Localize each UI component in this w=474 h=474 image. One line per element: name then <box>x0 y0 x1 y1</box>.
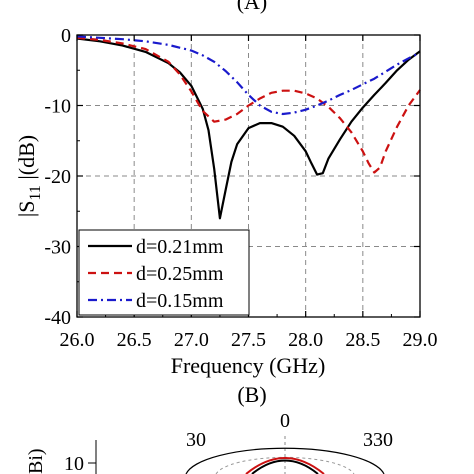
y-axis-label-main: |S <box>14 201 39 218</box>
x-tick-label: 26.0 <box>60 329 95 351</box>
legend-items: d=0.21mm d=0.25mm d=0.15mm <box>88 236 224 312</box>
y-tick-label: 0 <box>61 25 71 47</box>
tick-labels: 26.0 26.5 27.0 27.5 28.0 28.5 29.0 0 -10 -20 -30 -4… <box>44 25 437 351</box>
polar-pattern-red <box>245 457 325 474</box>
legend-label: d=0.21mm <box>136 236 224 258</box>
panel-b-label: (B) <box>237 382 266 407</box>
polar-angle-label-0: 0 <box>280 410 290 432</box>
polar-y-label-fragment: Bi) <box>25 448 47 474</box>
legend-label: d=0.15mm <box>136 290 224 312</box>
y-tick-label: -20 <box>44 166 71 188</box>
x-tick-label: 28.5 <box>345 329 380 351</box>
panel-a-label: (A) <box>237 0 268 14</box>
svg-text:|S11 |(dB): |S11 |(dB) <box>14 135 44 217</box>
y-axis-label-sub: 11 <box>27 185 44 200</box>
panel-a-plot: 26.0 26.5 27.0 27.5 28.0 28.5 29.0 0 -10 -20 -30 -4… <box>44 25 437 351</box>
y-axis-label: |S11 |(dB) <box>14 135 44 217</box>
panel-b-polar: 30 0 330 10 Bi) <box>25 410 393 474</box>
series-layer <box>76 35 421 220</box>
x-tick-label: 29.0 <box>403 329 438 351</box>
x-tick-label: 28.0 <box>288 329 323 351</box>
polar-radial-tick-label: 10 <box>64 453 84 474</box>
x-tick-label: 27.5 <box>231 329 266 351</box>
y-tick-label: -40 <box>44 307 71 329</box>
x-tick-label: 26.5 <box>117 329 152 351</box>
polar-pattern-black <box>251 459 319 474</box>
legend-label: d=0.25mm <box>136 263 224 285</box>
series-line-3 <box>76 35 421 116</box>
y-tick-label: -30 <box>44 237 71 259</box>
x-axis-label: Frequency (GHz) <box>171 353 326 378</box>
series-line-2 <box>76 36 421 174</box>
polar-angle-label-330: 330 <box>363 429 393 451</box>
polar-angle-label-30: 30 <box>186 429 206 451</box>
y-tick-label: -10 <box>44 96 71 118</box>
x-tick-label: 27.0 <box>174 329 209 351</box>
y-axis-label-tail: |(dB) <box>14 135 39 185</box>
series-line-1 <box>76 37 421 220</box>
polar-outer-ring <box>185 447 385 474</box>
legend: d=0.21mm d=0.25mm d=0.15mm <box>78 229 250 316</box>
